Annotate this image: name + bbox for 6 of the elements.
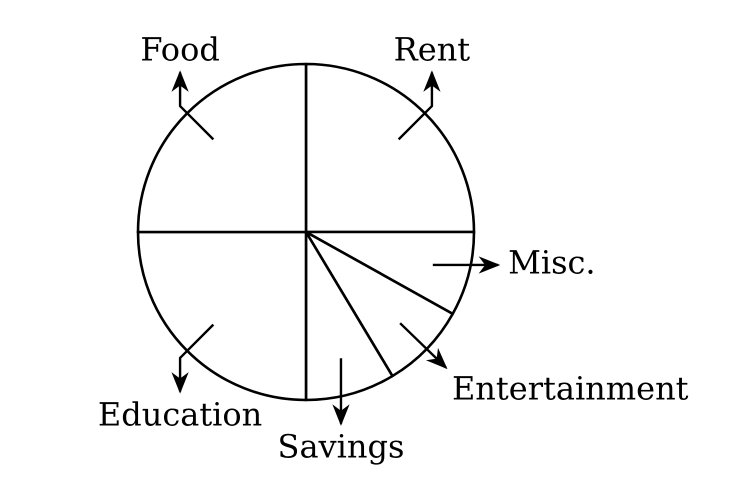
slice-label: Food bbox=[140, 30, 220, 68]
slice-label: Education bbox=[98, 396, 262, 434]
slice-label: Savings bbox=[278, 428, 404, 466]
slice-label: Entertainment bbox=[452, 370, 689, 408]
slice-label: Misc. bbox=[508, 243, 596, 282]
slice-label: Rent bbox=[394, 30, 470, 68]
